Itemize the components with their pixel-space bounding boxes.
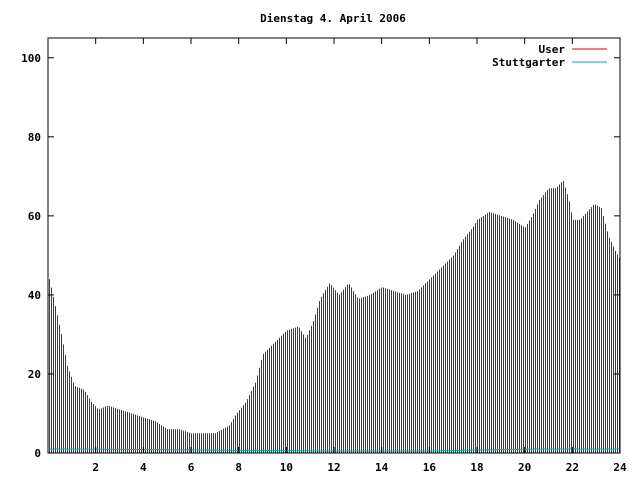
legend-label-stuttgarter: Stuttgarter: [492, 56, 565, 69]
y-tick-label: 20: [28, 368, 41, 381]
stuttgarter-line: [49, 448, 620, 452]
chart-title: Dienstag 4. April 2006: [260, 12, 406, 25]
x-tick-label: 14: [375, 461, 389, 474]
x-tick-label: 2: [92, 461, 99, 474]
y-tick-label: 60: [28, 210, 41, 223]
y-tick-label: 0: [34, 447, 41, 460]
y-tick-label: 80: [28, 131, 41, 144]
user-bars: [49, 180, 620, 453]
x-tick-label: 24: [613, 461, 627, 474]
x-tick-label: 8: [235, 461, 242, 474]
x-tick-label: 16: [423, 461, 437, 474]
x-tick-label: 22: [566, 461, 579, 474]
y-tick-label: 100: [21, 52, 41, 65]
stuttgarter-series: [49, 448, 620, 452]
y-tick-label: 40: [28, 289, 41, 302]
plot-frame: [47, 37, 621, 454]
x-tick-label: 20: [518, 461, 531, 474]
legend: User Stuttgarter: [492, 43, 607, 69]
x-tick-label: 18: [470, 461, 483, 474]
x-tick-label: 4: [140, 461, 147, 474]
x-tick-label: 6: [188, 461, 195, 474]
legend-label-user: User: [539, 43, 566, 56]
x-tick-label: 10: [280, 461, 293, 474]
x-tick-label: 12: [327, 461, 340, 474]
